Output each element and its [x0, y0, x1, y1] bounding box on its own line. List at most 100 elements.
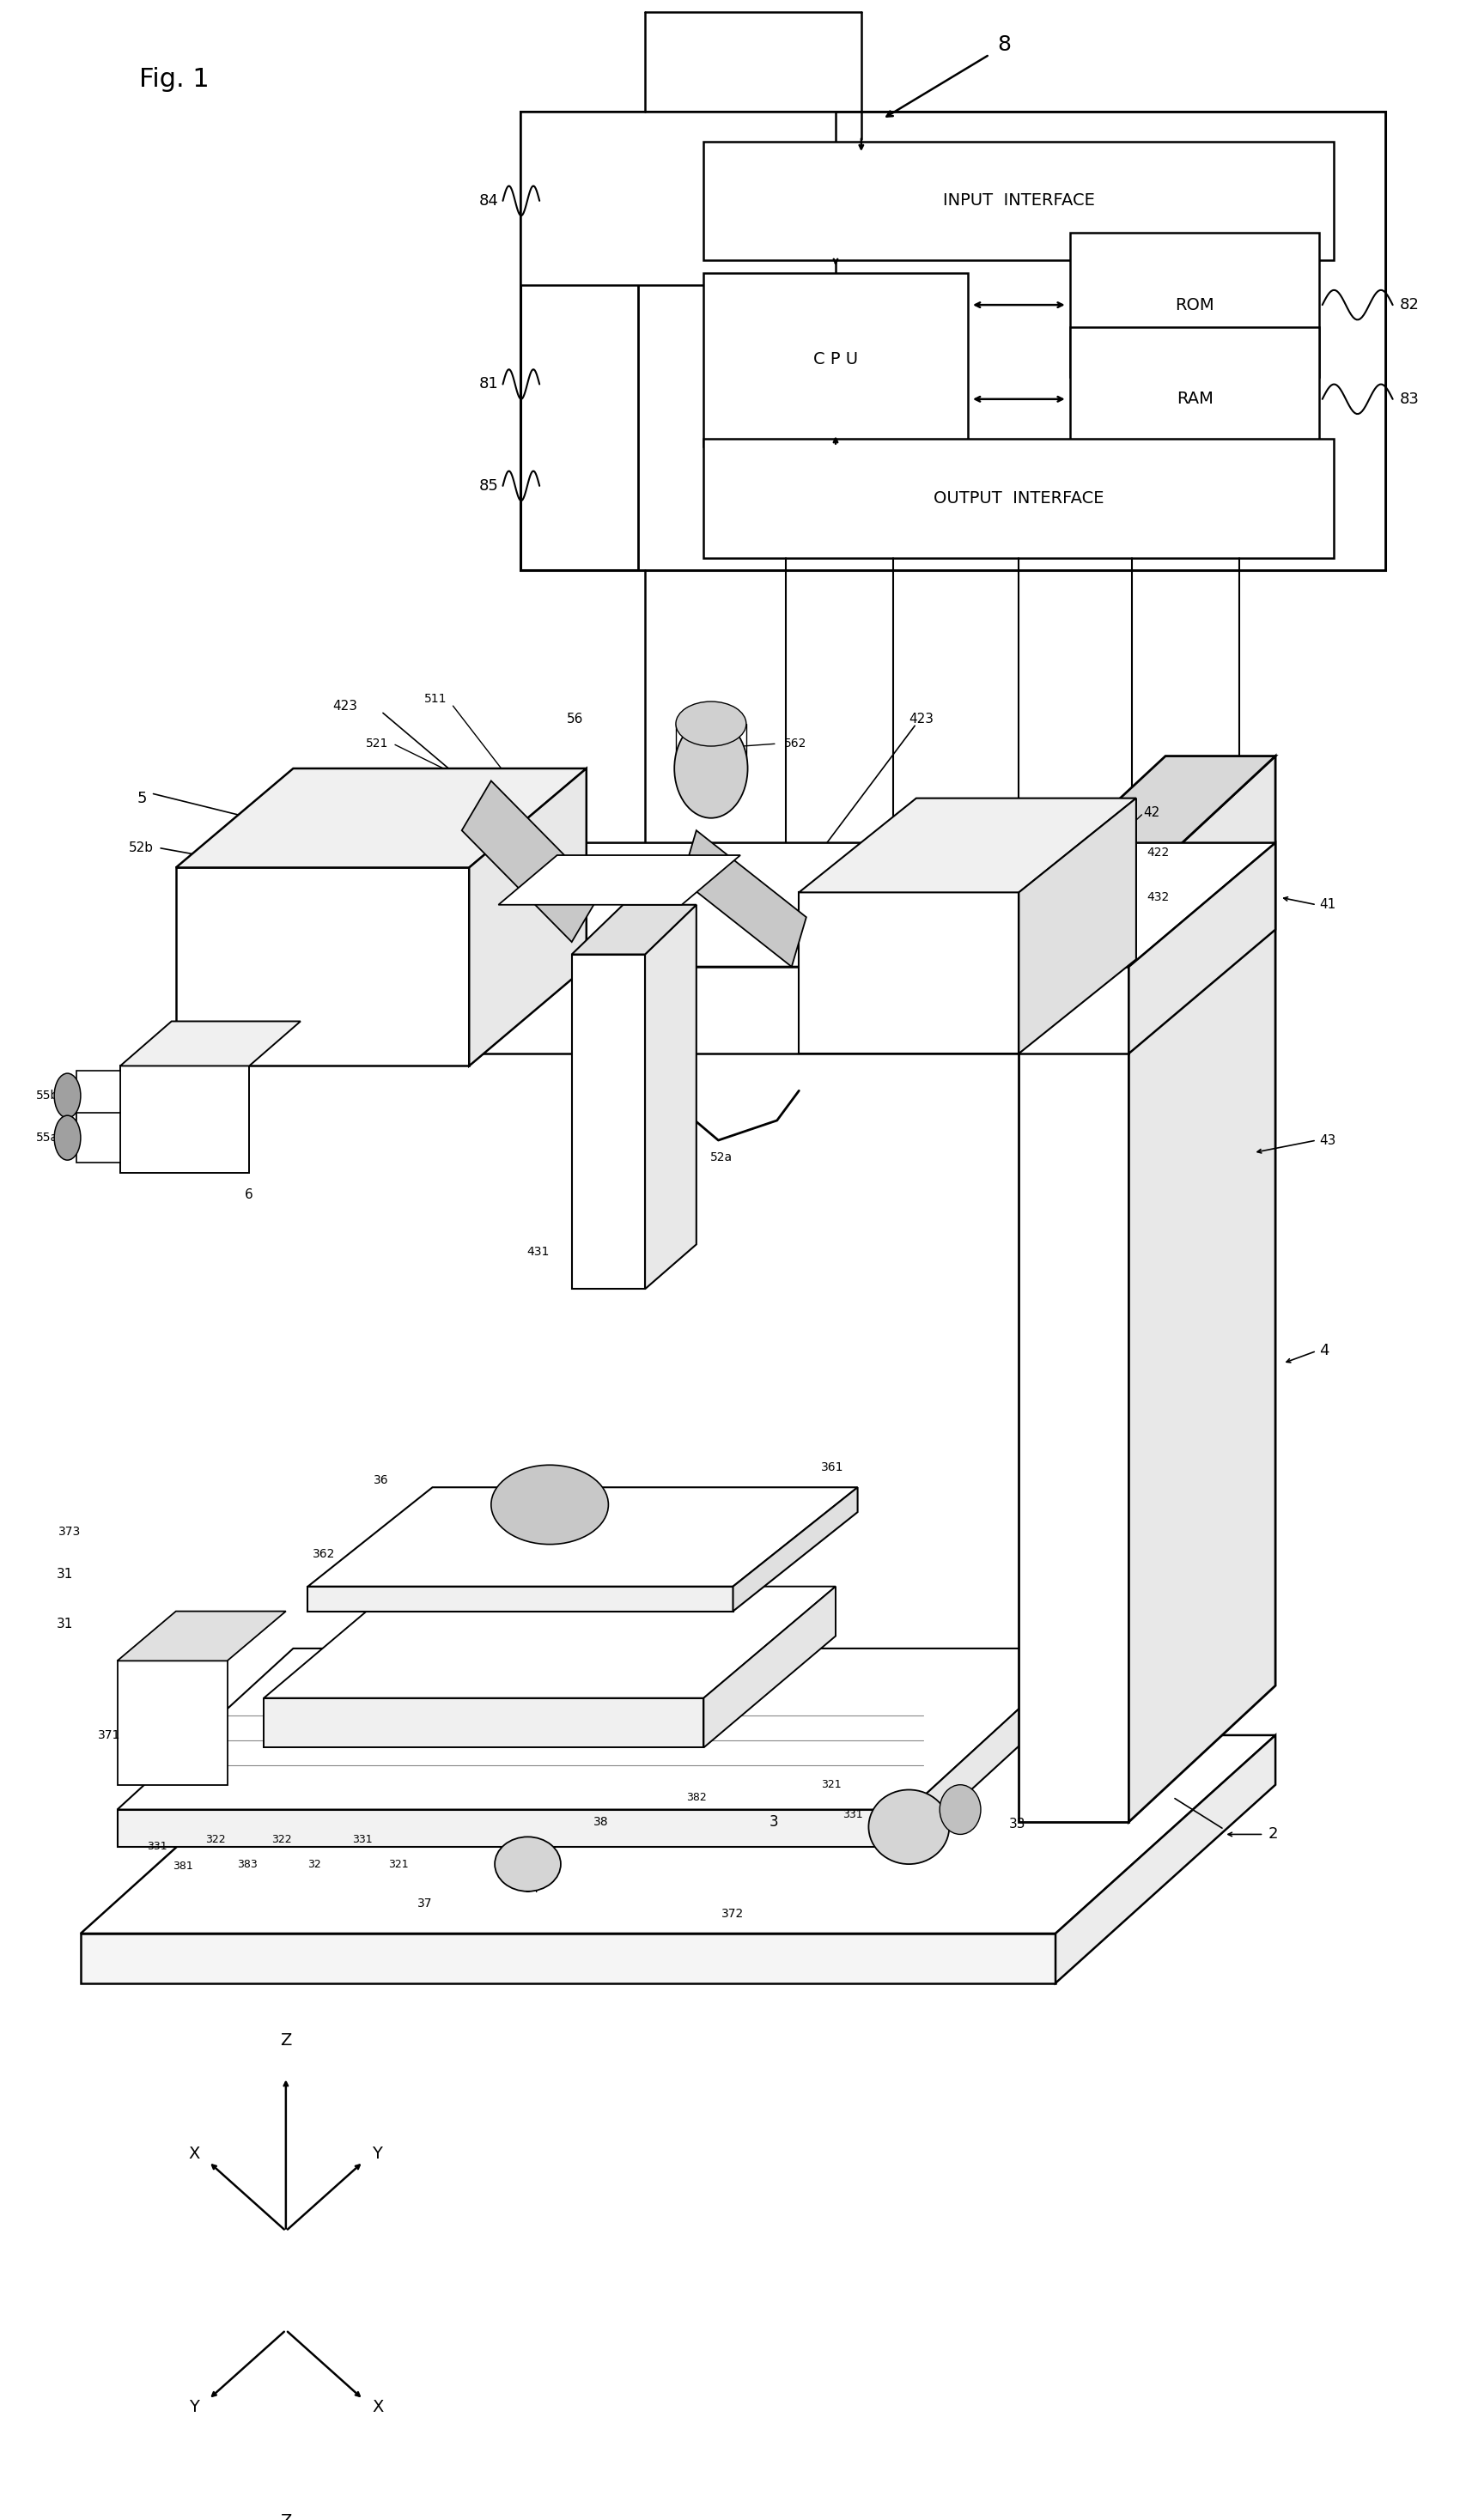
Polygon shape: [572, 955, 645, 1290]
Polygon shape: [264, 1588, 836, 1698]
Polygon shape: [271, 968, 1129, 1053]
Text: RAM: RAM: [1176, 391, 1214, 408]
Polygon shape: [76, 1071, 120, 1121]
Polygon shape: [117, 1648, 1085, 1809]
Polygon shape: [469, 769, 586, 1066]
Text: 81: 81: [479, 375, 498, 393]
Polygon shape: [1019, 756, 1275, 892]
Text: 32: 32: [308, 1860, 321, 1870]
Polygon shape: [462, 781, 601, 942]
Bar: [638, 111, 1385, 570]
Polygon shape: [81, 1933, 1056, 1983]
Polygon shape: [704, 1588, 836, 1746]
Polygon shape: [645, 905, 696, 1290]
Polygon shape: [1129, 842, 1275, 1053]
Text: 321: 321: [821, 1779, 841, 1789]
Ellipse shape: [54, 1074, 81, 1119]
Text: 83: 83: [1400, 391, 1419, 406]
Text: 421: 421: [528, 985, 550, 998]
Text: 5: 5: [136, 791, 147, 806]
Text: 423: 423: [333, 701, 358, 713]
Polygon shape: [799, 892, 1019, 1053]
Text: 371: 371: [98, 1729, 120, 1741]
Polygon shape: [81, 1736, 1275, 1933]
Text: 8: 8: [997, 35, 1012, 55]
Text: 432: 432: [1146, 892, 1168, 902]
Text: 35: 35: [762, 1489, 778, 1502]
Polygon shape: [733, 1487, 858, 1610]
Text: 4: 4: [1319, 1343, 1330, 1358]
Text: 3: 3: [770, 1814, 778, 1830]
Text: 331: 331: [352, 1835, 372, 1845]
Text: 38: 38: [594, 1817, 608, 1827]
Polygon shape: [1019, 799, 1136, 1053]
Text: 431: 431: [528, 1245, 550, 1257]
Bar: [520, 111, 1385, 570]
Bar: [704, 272, 968, 446]
Text: 382: 382: [686, 1792, 707, 1802]
Text: 34: 34: [525, 1882, 539, 1895]
Text: 55a: 55a: [37, 1131, 59, 1144]
Ellipse shape: [491, 1464, 608, 1545]
Text: INPUT  INTERFACE: INPUT INTERFACE: [943, 192, 1095, 209]
Text: 362: 362: [312, 1547, 334, 1560]
Text: Z: Z: [280, 2512, 292, 2520]
Polygon shape: [76, 1114, 120, 1162]
Text: 2: 2: [1268, 1827, 1278, 1842]
Text: C P U: C P U: [814, 350, 858, 368]
Text: 321: 321: [388, 1860, 409, 1870]
Polygon shape: [1056, 1736, 1275, 1983]
Polygon shape: [271, 842, 1275, 968]
Ellipse shape: [676, 701, 746, 746]
Text: 361: 361: [821, 1462, 844, 1474]
Text: 41: 41: [365, 1598, 383, 1610]
Text: 521: 521: [366, 738, 388, 748]
Polygon shape: [176, 769, 586, 867]
Text: X: X: [188, 2147, 199, 2162]
Polygon shape: [117, 1661, 227, 1784]
Text: 322: 322: [205, 1835, 226, 1845]
Text: 41: 41: [1319, 897, 1336, 912]
Text: Y: Y: [189, 2399, 199, 2414]
Text: 36: 36: [374, 1474, 388, 1487]
Bar: [520, 111, 836, 285]
Polygon shape: [498, 854, 740, 905]
Polygon shape: [117, 1809, 909, 1847]
Polygon shape: [909, 1648, 1085, 1847]
Polygon shape: [572, 905, 696, 955]
Polygon shape: [117, 1610, 286, 1661]
Polygon shape: [1129, 756, 1275, 1822]
Bar: [704, 141, 1334, 260]
Polygon shape: [176, 867, 469, 1066]
Text: 84: 84: [479, 194, 498, 209]
Text: 423: 423: [909, 713, 934, 726]
Bar: [1070, 328, 1319, 471]
Polygon shape: [1019, 892, 1129, 1822]
Text: ROM: ROM: [1176, 297, 1214, 312]
Ellipse shape: [54, 1116, 81, 1159]
Text: 82: 82: [1400, 297, 1419, 312]
Polygon shape: [120, 1066, 249, 1172]
Text: 42: 42: [1143, 806, 1160, 819]
Text: Y: Y: [372, 2147, 383, 2162]
Text: 562: 562: [784, 738, 806, 748]
Text: 55b: 55b: [37, 1089, 59, 1101]
Text: 372: 372: [721, 1908, 745, 1920]
Text: 381: 381: [173, 1860, 194, 1872]
Text: OUTPUT  INTERFACE: OUTPUT INTERFACE: [934, 489, 1104, 507]
Polygon shape: [682, 832, 806, 968]
Bar: [704, 438, 1334, 557]
Text: 56: 56: [567, 713, 583, 726]
Text: 331: 331: [843, 1809, 863, 1819]
Text: 33: 33: [1009, 1817, 1025, 1832]
Text: X: X: [372, 2399, 384, 2414]
Ellipse shape: [868, 1789, 950, 1865]
Text: 511: 511: [424, 693, 447, 706]
Text: 31: 31: [57, 1618, 73, 1630]
Text: Fig. 1: Fig. 1: [139, 68, 210, 91]
Text: 373: 373: [59, 1527, 81, 1537]
Text: 85: 85: [479, 479, 498, 494]
Text: Z: Z: [280, 2031, 292, 2049]
Polygon shape: [308, 1588, 733, 1610]
Text: 52a: 52a: [710, 1152, 733, 1164]
